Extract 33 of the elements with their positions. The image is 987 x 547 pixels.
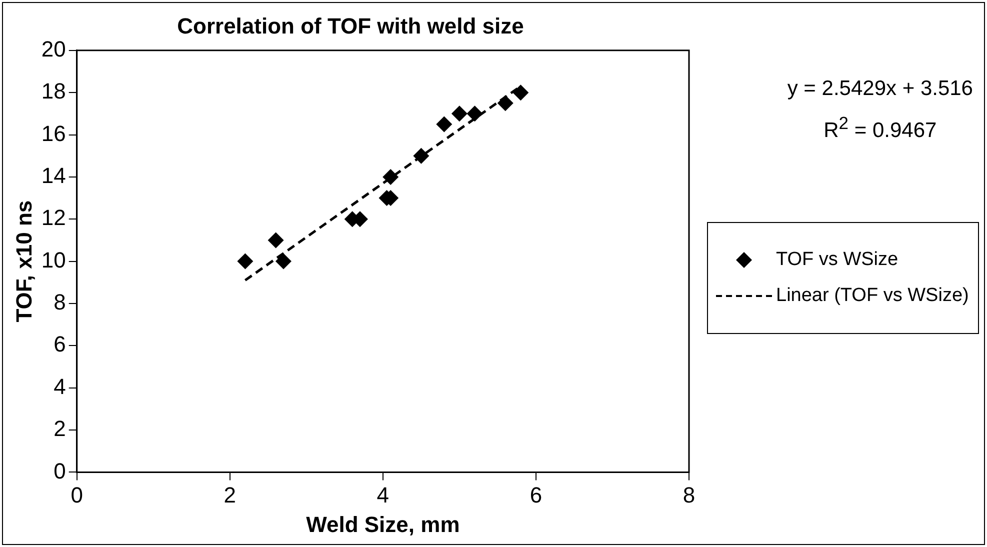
y-tick-label: 4 (54, 374, 66, 399)
point (497, 95, 514, 112)
point (275, 253, 292, 270)
point (436, 116, 452, 132)
point (512, 84, 529, 101)
x-tick-label: 8 (682, 482, 696, 508)
x-tick-label: 6 (530, 482, 542, 508)
y-tick-label: 18 (41, 78, 66, 104)
point (451, 106, 468, 122)
legend-label: TOF vs WSize (776, 249, 900, 271)
y-tick-label: 6 (54, 332, 66, 357)
x-tick-label: 4 (376, 482, 390, 508)
y-tick-label: 14 (41, 163, 66, 188)
text: y = 2.5429x + 3.516 (787, 76, 973, 102)
point (413, 148, 430, 164)
y-tick-label: 8 (54, 290, 66, 315)
text: R$^{2}$ = 0.9467 (822, 112, 938, 144)
y-tick-label: 12 (41, 205, 66, 230)
y-tick-label: 2 (54, 416, 66, 442)
chart-title: Correlation of TOF with weld size (177, 13, 524, 38)
point (268, 232, 284, 248)
y-tick-label: 20 (41, 36, 66, 62)
point (237, 253, 254, 270)
y-tick-label: 10 (41, 247, 66, 272)
x-axis-title: Weld Size, mm (306, 512, 460, 537)
y-tick-label: 16 (41, 120, 66, 146)
point (466, 106, 483, 122)
point (382, 168, 399, 185)
x-tick-label: 2 (224, 482, 236, 508)
x-tick-label: 0 (70, 482, 83, 508)
legend-label: Linear (TOF vs WSize) (776, 285, 970, 307)
y-tick-label: 0 (54, 458, 66, 484)
y-axis-title: TOF, x10 ns (11, 200, 36, 322)
